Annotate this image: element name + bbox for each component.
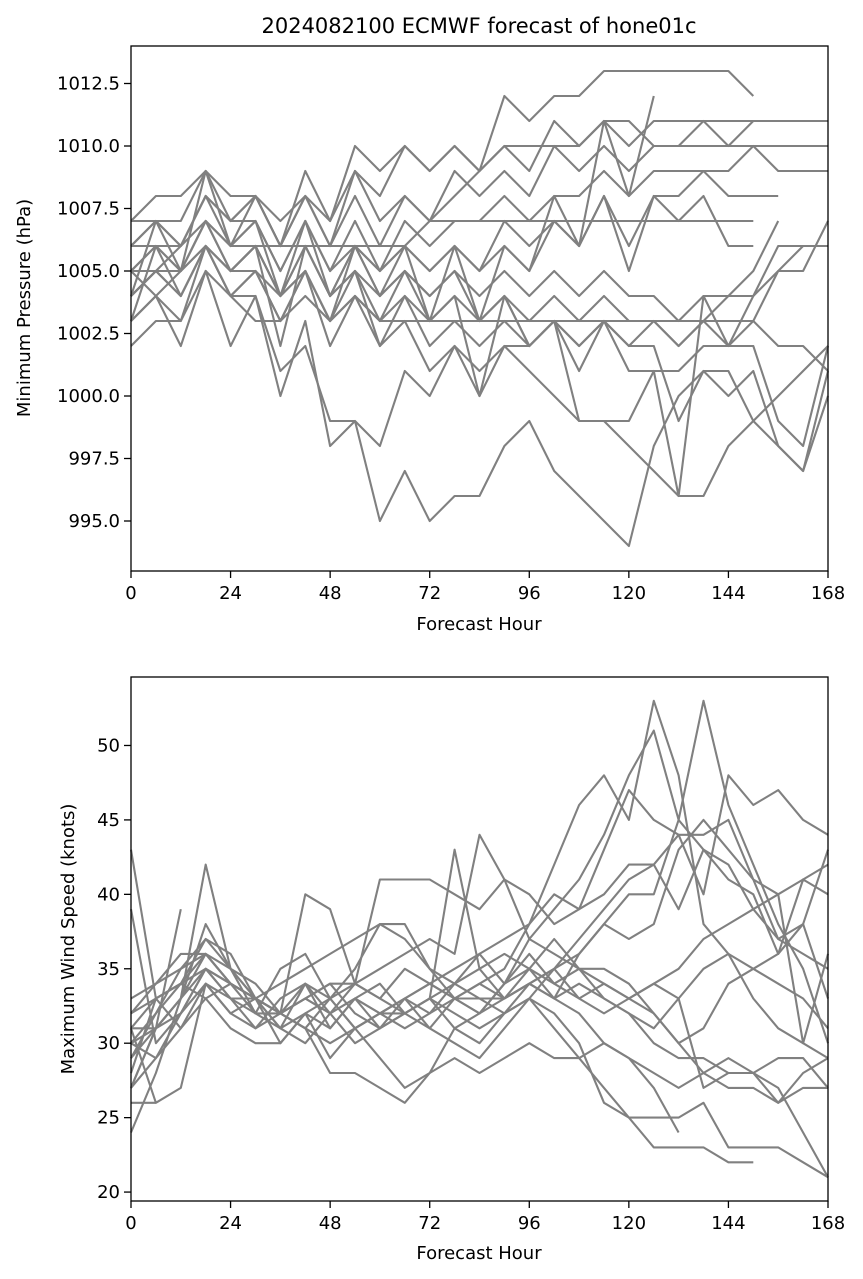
wind-series-group (129, 699, 830, 1179)
pressure-y-tick-label: 1000.0 (57, 386, 120, 407)
wind-series-line-18 (130, 863, 829, 1059)
pressure-y-tick-label: 1002.5 (57, 324, 120, 345)
wind-series-line-8 (130, 982, 680, 1134)
pressure-x-tick-label: 120 (612, 583, 646, 604)
wind-y-tick-label: 45 (97, 810, 120, 831)
pressure-y-tick-label: 1007.5 (57, 199, 120, 220)
wind-x-axis: 0 24 48 72 96 120 144 168 (125, 1201, 845, 1234)
pressure-x-tick-label: 48 (319, 583, 342, 604)
pressure-y-tick-label: 995.0 (68, 511, 120, 532)
pressure-series-group (130, 69, 830, 548)
wind-x-tick-label: 96 (518, 1213, 541, 1234)
pressure-series-line-15 (130, 244, 828, 348)
pressure-chart: 2024082100 ECMWF forecast of hone01c 0 24… (14, 14, 845, 635)
chart-title: 2024082100 ECMWF forecast of hone01c (261, 14, 696, 38)
pressure-series-line-7 (130, 244, 829, 548)
wind-series-line-6 (130, 982, 754, 1164)
pressure-series-line-8 (130, 269, 830, 473)
wind-y-axis: 20 25 30 35 40 45 50 (97, 735, 131, 1203)
pressure-x-axis: 0 24 48 72 96 120 144 168 (125, 571, 845, 604)
wind-x-tick-label: 48 (319, 1213, 342, 1234)
wind-x-tick-label: 120 (612, 1213, 646, 1234)
wind-y-tick-label: 40 (97, 884, 120, 905)
pressure-y-axis-label: Minimum Pressure (hPa) (14, 199, 35, 417)
wind-x-tick-label: 144 (711, 1213, 745, 1234)
pressure-y-tick-label: 997.5 (68, 449, 120, 470)
wind-y-tick-label: 20 (97, 1182, 120, 1203)
pressure-plot-frame (130, 45, 829, 572)
pressure-y-tick-label: 1010.0 (57, 136, 120, 157)
pressure-x-axis-label: Forecast Hour (416, 614, 542, 635)
pressure-x-tick-label: 168 (811, 583, 845, 604)
pressure-series-line-1 (131, 219, 754, 273)
wind-x-axis-label: Forecast Hour (416, 1243, 542, 1264)
wind-series-line-11 (130, 848, 829, 1029)
wind-plot-frame (130, 676, 829, 1202)
wind-series-line-10 (130, 818, 829, 1060)
wind-y-tick-label: 25 (97, 1108, 120, 1129)
pressure-series-line-14 (130, 119, 828, 248)
wind-y-axis-label: Maximum Wind Speed (knots) (58, 804, 79, 1075)
wind-x-tick-label: 0 (125, 1213, 136, 1234)
pressure-y-tick-label: 1012.5 (57, 74, 120, 95)
wind-y-tick-label: 50 (97, 735, 120, 756)
wind-series-line-19 (131, 952, 829, 1089)
wind-x-tick-label: 168 (811, 1213, 845, 1234)
wind-y-tick-label: 30 (97, 1033, 120, 1054)
pressure-series-line-18 (130, 219, 830, 448)
wind-chart: 0 24 48 72 96 120 144 168 20 25 30 35 40 45 50 Foreca… (58, 676, 845, 1264)
pressure-y-axis: 995.0 997.5 1000.0 1002.5 1005.0 1007.5 1010.0… (57, 74, 131, 532)
pressure-series-line-17 (131, 95, 655, 298)
pressure-x-tick-label: 0 (125, 583, 136, 604)
wind-x-tick-label: 24 (219, 1213, 242, 1234)
pressure-x-tick-label: 72 (418, 583, 441, 604)
pressure-x-tick-label: 24 (219, 583, 242, 604)
pressure-x-tick-label: 96 (518, 583, 541, 604)
pressure-y-tick-label: 1005.0 (57, 261, 120, 282)
pressure-x-tick-label: 144 (711, 583, 745, 604)
wind-series-line-17 (130, 878, 829, 1045)
wind-x-tick-label: 72 (418, 1213, 441, 1234)
wind-y-tick-label: 35 (97, 959, 120, 980)
